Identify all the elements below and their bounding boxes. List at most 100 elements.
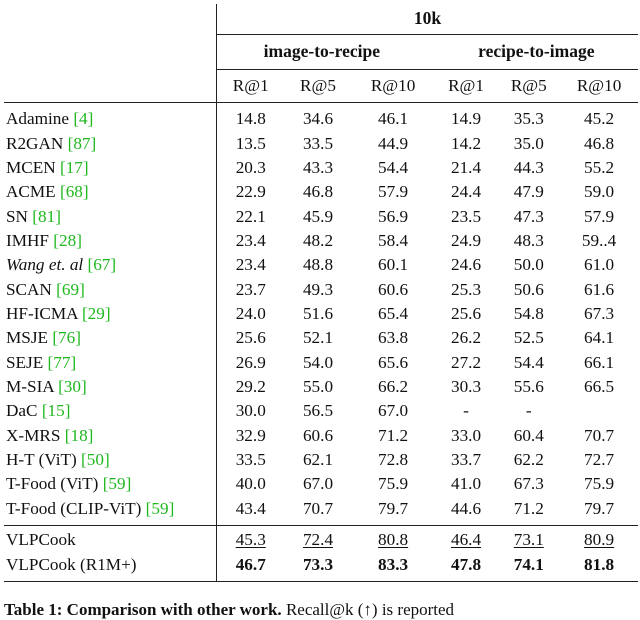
value-cell: 83.3 bbox=[351, 552, 435, 582]
metric-header: R@10 bbox=[351, 69, 435, 103]
value: 33.5 bbox=[235, 450, 266, 470]
value-cell: 71.2 bbox=[352, 423, 435, 447]
value-cell: 24.0 bbox=[216, 301, 285, 326]
citation-link[interactable]: [68] bbox=[59, 182, 89, 202]
value-cell: 66.2 bbox=[352, 374, 435, 398]
value-cell: 45.9 bbox=[284, 204, 351, 228]
value-cell: 44.6 bbox=[435, 496, 498, 525]
citation-link[interactable]: [29] bbox=[81, 303, 111, 323]
citation-link[interactable]: [30] bbox=[58, 377, 87, 396]
metric-header: R@5 bbox=[497, 69, 561, 103]
results-table: 10k image-to-recipe recipe-to-image R@1 … bbox=[4, 4, 638, 582]
citation-link[interactable]: [50] bbox=[81, 450, 110, 470]
value-cell: 65.6 bbox=[352, 350, 435, 374]
value: 24.4 bbox=[450, 182, 482, 202]
value: 72.8 bbox=[378, 450, 409, 470]
citation-link[interactable]: [59] bbox=[102, 474, 132, 494]
value: 22.1 bbox=[235, 206, 266, 226]
citation-link[interactable]: [77] bbox=[47, 352, 77, 372]
citation-link[interactable]: [18] bbox=[64, 425, 94, 445]
value: 35.0 bbox=[513, 133, 544, 153]
method-name: H-T (ViT) bbox=[6, 450, 82, 470]
value: 62.1 bbox=[302, 450, 334, 470]
value: 70.7 bbox=[584, 425, 615, 445]
value: 52.5 bbox=[513, 328, 544, 348]
value: 72.7 bbox=[584, 450, 615, 470]
value: 80.8 bbox=[378, 530, 409, 550]
value-cell: - bbox=[435, 399, 498, 423]
value-cell: 72.8 bbox=[352, 447, 435, 471]
value: 58.4 bbox=[378, 230, 409, 250]
table-row: VLPCook (R1M+) 46.7 73.3 83.3 47.8 74.1 81.8 bbox=[4, 552, 638, 582]
method-name: Wang et. al bbox=[6, 255, 88, 275]
method-name: SN bbox=[6, 206, 33, 226]
value-cell: 33.5 bbox=[284, 131, 351, 155]
value-cell: 55.2 bbox=[560, 155, 638, 179]
value: 72.4 bbox=[302, 530, 334, 550]
value-cell: 22.9 bbox=[216, 179, 285, 205]
value: 80.9 bbox=[584, 530, 615, 550]
value-cell: 49.3 bbox=[284, 277, 351, 301]
value: 29.2 bbox=[235, 377, 266, 396]
proposed-rows: VLPCook 45.3 72.4 80.8 46.4 73.1 80.9 VLPCook (… bbox=[4, 524, 638, 582]
value: 48.3 bbox=[513, 230, 544, 250]
value-cell: 46.8 bbox=[560, 131, 638, 155]
value: 60.4 bbox=[513, 425, 544, 445]
value: 64.1 bbox=[584, 328, 615, 348]
value-cell: 60.6 bbox=[284, 423, 351, 447]
value-cell: 14.2 bbox=[435, 131, 498, 155]
value: 44.6 bbox=[450, 498, 482, 518]
value: - bbox=[463, 401, 469, 421]
citation-link[interactable]: [69] bbox=[56, 279, 85, 299]
value: 49.3 bbox=[302, 279, 334, 299]
method-name-cell: DaC [15] bbox=[4, 399, 217, 423]
value-cell: 46.1 bbox=[351, 102, 435, 131]
citation-link[interactable]: [4] bbox=[73, 109, 94, 129]
value: 56.9 bbox=[378, 206, 409, 226]
value: 55.2 bbox=[584, 157, 615, 177]
citation-link[interactable]: [59] bbox=[145, 498, 175, 518]
value: 47.3 bbox=[513, 206, 544, 226]
value-cell: 51.6 bbox=[284, 301, 351, 325]
value: 57.9 bbox=[584, 206, 615, 226]
value-cell: 25.3 bbox=[435, 277, 498, 301]
value-cell: 26.2 bbox=[435, 326, 498, 350]
value: 33.0 bbox=[450, 425, 482, 445]
citation-link[interactable]: [67] bbox=[87, 255, 117, 275]
table-row: DaC [15] 30.0 56.5 67.0 - - bbox=[4, 398, 638, 424]
value-cell: 44.9 bbox=[352, 131, 435, 155]
citation-link[interactable]: [87] bbox=[67, 133, 97, 153]
value: 14.8 bbox=[235, 109, 266, 129]
table-row: SEJE [77] 26.9 54.0 65.6 27.2 54.4 66.1 bbox=[4, 350, 638, 375]
value-cell: 47.9 bbox=[497, 180, 560, 204]
value-cell: 62.2 bbox=[497, 447, 560, 471]
value-cell: 72.7 bbox=[560, 447, 638, 471]
value-cell: 47.8 bbox=[434, 552, 498, 582]
value-cell: 73.3 bbox=[284, 552, 352, 582]
value-cell: 70.7 bbox=[560, 423, 638, 447]
value-cell: 65.4 bbox=[352, 301, 435, 325]
value: 46.1 bbox=[378, 109, 409, 129]
value-cell: 24.4 bbox=[435, 180, 498, 204]
value-cell: 57.9 bbox=[352, 180, 435, 204]
value-cell: 73.1 bbox=[497, 524, 561, 553]
citation-link[interactable]: [81] bbox=[32, 206, 61, 226]
value: 61.6 bbox=[584, 279, 615, 299]
value: 65.6 bbox=[378, 352, 409, 372]
value: 79.7 bbox=[378, 498, 409, 518]
value-cell: 30.3 bbox=[435, 374, 498, 398]
value: 13.5 bbox=[235, 133, 266, 153]
value-cell: 46.4 bbox=[434, 524, 498, 553]
citation-link[interactable]: [76] bbox=[52, 328, 81, 348]
method-name: IMHF bbox=[6, 230, 54, 250]
value: 60.1 bbox=[378, 255, 409, 275]
value: 44.3 bbox=[513, 157, 544, 177]
value: 23.4 bbox=[235, 230, 266, 250]
citation-link[interactable]: [15] bbox=[41, 401, 71, 421]
value-cell: 61.0 bbox=[560, 253, 638, 277]
citation-link[interactable]: [17] bbox=[59, 157, 89, 177]
method-name: VLPCook (R1M+) bbox=[6, 555, 137, 575]
value-cell: 45.3 bbox=[216, 524, 285, 553]
value-cell: 60.1 bbox=[352, 253, 435, 277]
citation-link[interactable]: [28] bbox=[53, 230, 82, 250]
